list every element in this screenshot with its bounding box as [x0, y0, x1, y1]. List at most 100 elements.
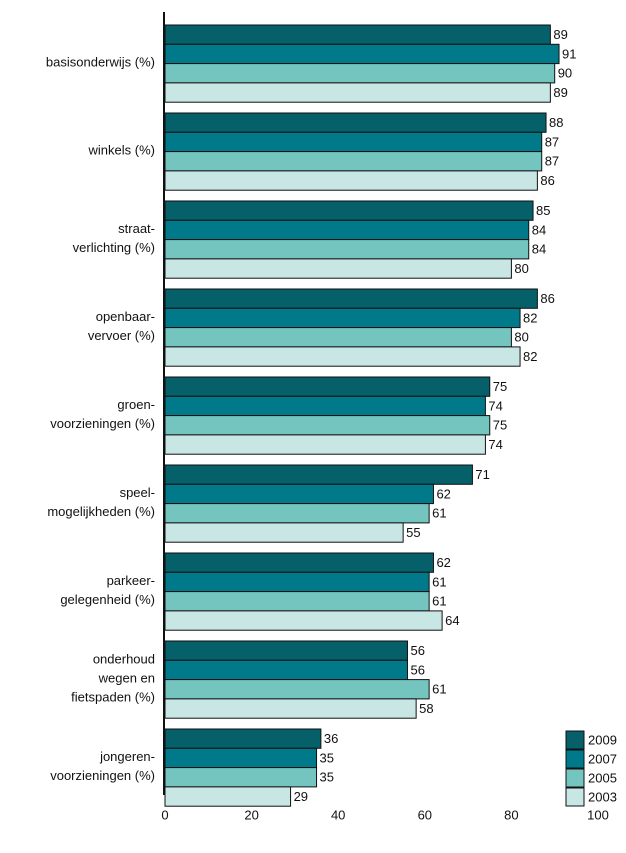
legend-swatch	[565, 730, 585, 750]
value-label: 55	[406, 525, 420, 540]
value-label: 89	[553, 27, 567, 42]
value-label: 80	[514, 261, 528, 276]
value-label: 74	[488, 437, 502, 452]
value-label: 90	[558, 66, 572, 81]
category-line: fietspaden (%)	[71, 690, 155, 705]
category-line: onderhoud	[93, 652, 155, 667]
x-tick-label: 60	[418, 807, 432, 822]
category-label: winkels (%)	[88, 143, 155, 158]
value-label: 88	[549, 115, 563, 130]
bar	[164, 434, 486, 455]
bar	[164, 698, 417, 719]
value-label: 61	[432, 506, 446, 521]
category-line: speel-	[120, 486, 155, 501]
legend-swatch	[565, 787, 585, 807]
bar	[164, 219, 530, 241]
category-line: voorzieningen (%)	[50, 769, 155, 784]
category-label: groen-voorzieningen (%)	[50, 398, 155, 432]
bar	[164, 288, 538, 309]
category-label: openbaar-vervoer (%)	[88, 310, 155, 344]
value-label: 61	[432, 594, 446, 609]
bar	[164, 24, 551, 45]
value-label: 87	[545, 134, 559, 149]
bar	[164, 522, 404, 543]
bar	[164, 258, 512, 279]
bar	[164, 151, 543, 172]
value-label: 84	[532, 222, 546, 237]
value-label: 75	[493, 418, 507, 433]
value-label: 86	[540, 173, 554, 188]
legend-swatch	[565, 768, 585, 788]
value-label: 35	[320, 770, 334, 785]
category-label: basisonderwijs (%)	[46, 55, 155, 70]
value-label: 85	[536, 203, 550, 218]
category-line: parkeer-	[107, 574, 155, 589]
x-tick-label: 0	[161, 807, 168, 822]
value-label: 82	[523, 349, 537, 364]
value-label: 29	[294, 789, 308, 804]
x-tick-label: 100	[587, 807, 609, 822]
bar	[164, 679, 430, 700]
legend-label: 2003	[588, 789, 617, 804]
x-tick-label: 40	[331, 807, 345, 822]
category-line: openbaar-	[96, 310, 155, 325]
legend-label: 2005	[588, 770, 617, 785]
bar	[164, 464, 473, 485]
category-line: mogelijkheden (%)	[47, 505, 155, 520]
value-label: 82	[523, 310, 537, 325]
category-line: wegen en	[98, 671, 155, 686]
category-line: groen-	[117, 398, 155, 413]
category-line: basisonderwijs (%)	[46, 55, 155, 70]
bar	[164, 170, 538, 191]
bar	[164, 307, 521, 329]
bar	[164, 767, 318, 788]
legend-label: 2007	[588, 751, 617, 766]
bar	[164, 786, 292, 807]
legend-swatch	[565, 749, 585, 769]
category-label: speel-mogelijkheden (%)	[47, 486, 155, 520]
category-line: vervoer (%)	[88, 329, 155, 344]
legend-label: 2009	[588, 732, 617, 747]
x-tick-label: 20	[244, 807, 258, 822]
bar	[164, 239, 530, 260]
value-label: 80	[514, 330, 528, 345]
value-label: 36	[324, 731, 338, 746]
bar	[164, 376, 491, 397]
value-label: 62	[436, 555, 450, 570]
x-tick-label: 80	[504, 807, 518, 822]
bar	[164, 591, 430, 612]
value-label: 74	[488, 398, 502, 413]
value-label: 91	[562, 46, 576, 61]
bar	[164, 112, 547, 133]
category-label: onderhoud wegen en fietspaden (%)	[71, 652, 155, 705]
value-label: 84	[532, 242, 546, 257]
value-label: 61	[432, 682, 446, 697]
value-label: 86	[540, 291, 554, 306]
bar	[164, 415, 491, 436]
bar	[164, 503, 430, 524]
bar	[164, 131, 543, 153]
category-line: jongeren-	[99, 750, 155, 765]
value-label: 64	[445, 613, 459, 628]
value-label: 62	[436, 486, 450, 501]
value-label: 89	[553, 85, 567, 100]
category-label: parkeer-gelegenheid (%)	[60, 574, 155, 608]
category-line: verlichting (%)	[73, 241, 155, 256]
value-label: 56	[410, 643, 424, 658]
value-label: 71	[475, 467, 489, 482]
bar	[164, 728, 322, 749]
bar	[164, 659, 408, 681]
value-label: 56	[410, 662, 424, 677]
value-label: 58	[419, 701, 433, 716]
bar	[164, 640, 408, 661]
bar	[164, 610, 443, 631]
bar	[164, 747, 318, 769]
bar	[164, 327, 512, 348]
category-line: gelegenheid (%)	[60, 593, 155, 608]
bar	[164, 552, 434, 573]
category-line: voorzieningen (%)	[50, 417, 155, 432]
value-label: 75	[493, 379, 507, 394]
bar	[164, 82, 551, 103]
